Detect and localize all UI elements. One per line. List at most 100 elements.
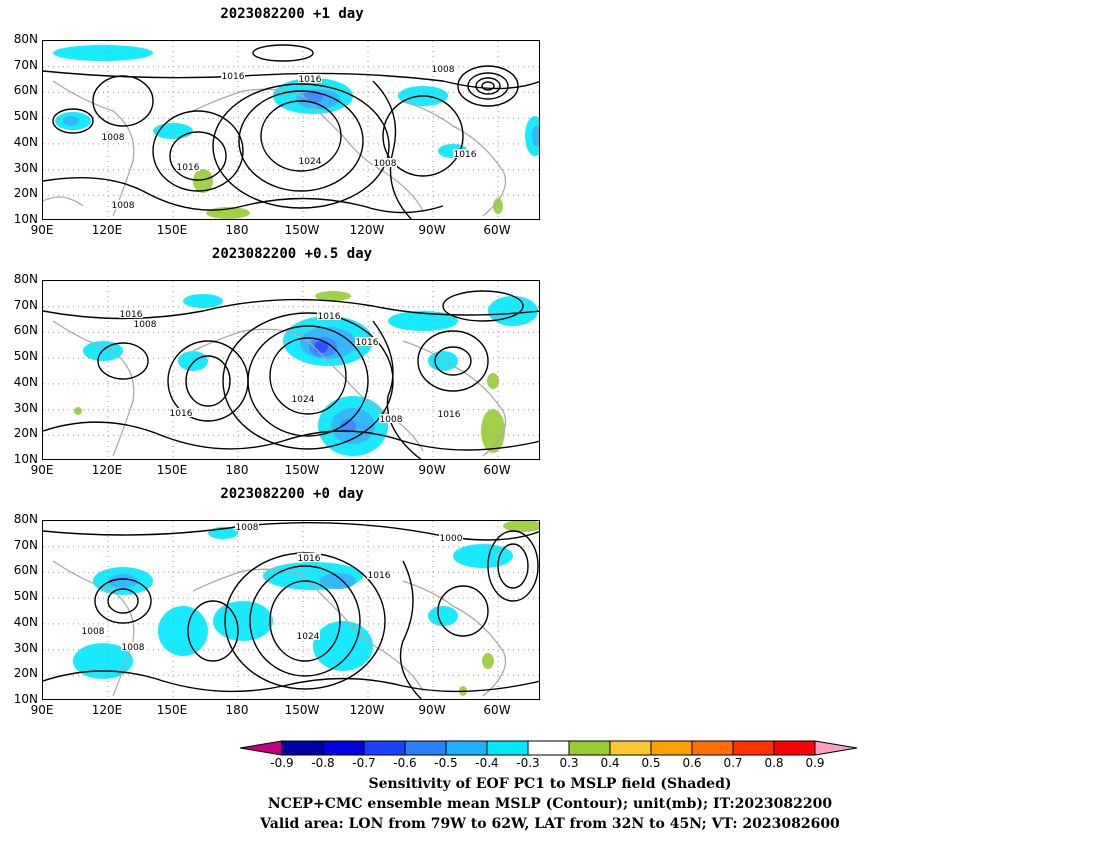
contour-label: 1016 bbox=[356, 338, 379, 348]
contour-label: 1016 bbox=[299, 75, 322, 85]
lat-tick-label: 20N bbox=[13, 186, 38, 201]
colorbar-tick-label: 0.3 bbox=[559, 756, 579, 770]
lat-tick-label: 20N bbox=[13, 426, 38, 441]
lat-tick-label: 20N bbox=[13, 666, 38, 681]
colorbar-tick-label: -0.3 bbox=[516, 756, 540, 770]
sensitivity-shading bbox=[74, 291, 538, 456]
lon-tick-label: 90E bbox=[30, 463, 54, 477]
contour-label: 1008 bbox=[374, 159, 397, 169]
map-panel-3: 1008 1000 1016 1016 1008 1008 1024 bbox=[42, 520, 540, 700]
lat-tick-label: 70N bbox=[13, 57, 38, 72]
colorbar-swatch bbox=[281, 740, 324, 756]
colorbar-swatch bbox=[568, 740, 611, 756]
colorbar-tick-label: 0.5 bbox=[641, 756, 661, 770]
contour-label: 1008 bbox=[112, 201, 135, 211]
lon-tick-label: 180 bbox=[225, 463, 249, 477]
lat-tick-label: 60N bbox=[13, 83, 38, 98]
footer-subtitle: NCEP+CMC ensemble mean MSLP (Contour); u… bbox=[267, 796, 833, 812]
lon-tick-label: 180 bbox=[225, 223, 249, 237]
colorbar-swatch bbox=[527, 740, 570, 756]
colorbar-swatch bbox=[322, 740, 365, 756]
lon-tick-label: 180 bbox=[225, 703, 249, 717]
contour-label: 1024 bbox=[297, 632, 320, 642]
map-plot-2: 1016 1008 1016 1016 1024 1016 1008 1016 bbox=[43, 281, 539, 459]
lon-tick-label: 90W bbox=[418, 703, 446, 717]
colorbar-tick-label: -0.4 bbox=[475, 756, 499, 770]
colorbar bbox=[240, 740, 858, 756]
colorbar-swatch bbox=[609, 740, 652, 756]
contour-label: 1016 bbox=[120, 310, 143, 320]
lon-tick-label: 60W bbox=[483, 463, 511, 477]
lat-tick-label: 30N bbox=[13, 640, 38, 655]
lon-tick-label: 120W bbox=[349, 703, 385, 717]
lat-tick-label: 30N bbox=[13, 400, 38, 415]
lon-tick-label: 60W bbox=[483, 703, 511, 717]
colorbar-tick-label: 0.8 bbox=[764, 756, 784, 770]
panel-2-title: 2023082200 +0.5 day bbox=[211, 246, 373, 262]
lat-tick-label: 50N bbox=[13, 589, 38, 604]
contour-label: 1016 bbox=[438, 410, 461, 420]
contour-label: 1008 bbox=[380, 415, 403, 425]
lon-tick-label: 120E bbox=[91, 463, 123, 477]
lon-tick-label: 90W bbox=[418, 463, 446, 477]
colorbar-swatch bbox=[404, 740, 447, 756]
map-plot-1: 1016 1016 1008 1008 1016 1024 1008 1016 … bbox=[43, 41, 539, 219]
contour-label: 1016 bbox=[454, 150, 477, 160]
lat-tick-label: 30N bbox=[13, 160, 38, 175]
contour-label: 1008 bbox=[102, 133, 125, 143]
colorbar-swatch bbox=[363, 740, 406, 756]
colorbar-tick-label: -0.9 bbox=[270, 756, 294, 770]
lon-tick-label: 90W bbox=[418, 223, 446, 237]
lat-tick-label: 40N bbox=[13, 374, 38, 389]
contour-label: 1024 bbox=[299, 157, 322, 167]
colorbar-tick-label: 0.7 bbox=[723, 756, 743, 770]
lon-tick-label: 90E bbox=[30, 223, 54, 237]
contour-label: 1008 bbox=[82, 627, 105, 637]
sensitivity-shading bbox=[73, 521, 539, 696]
map-panel-1: 1016 1016 1008 1008 1016 1024 1008 1016 … bbox=[42, 40, 540, 220]
contour-label: 1008 bbox=[432, 65, 455, 75]
footer-valid-area: Valid area: LON from 79W to 62W, LAT fro… bbox=[260, 816, 840, 832]
lon-tick-label: 120W bbox=[349, 223, 385, 237]
colorbar-swatch bbox=[732, 740, 775, 756]
contour-label: 1016 bbox=[170, 409, 193, 419]
colorbar-swatch bbox=[773, 740, 816, 756]
footer-title: Sensitivity of EOF PC1 to MSLP field (Sh… bbox=[368, 776, 732, 792]
colorbar-tick-label: -0.5 bbox=[434, 756, 458, 770]
contour-label: 1016 bbox=[222, 72, 245, 82]
colorbar-tick-label: -0.6 bbox=[393, 756, 417, 770]
colorbar-swatch bbox=[445, 740, 488, 756]
lon-tick-label: 150E bbox=[156, 703, 188, 717]
lon-tick-label: 150W bbox=[284, 223, 320, 237]
lat-tick-label: 10N bbox=[13, 452, 38, 466]
lon-tick-label: 150W bbox=[284, 463, 320, 477]
contour-label: 1008 bbox=[122, 643, 145, 653]
lat-tick-label: 80N bbox=[13, 512, 38, 526]
contour-label: 1008 bbox=[236, 523, 259, 533]
colorbar-tick-label: -0.8 bbox=[311, 756, 335, 770]
colorbar-tick-label: 0.4 bbox=[600, 756, 620, 770]
contour-label: 1016 bbox=[298, 554, 321, 564]
lat-tick-label: 70N bbox=[13, 537, 38, 552]
lat-tick-label: 80N bbox=[13, 272, 38, 286]
panel-3-title: 2023082200 +0 day bbox=[220, 486, 364, 502]
contour-label: 1000 bbox=[440, 534, 463, 544]
lon-tick-label: 90E bbox=[30, 703, 54, 717]
lon-tick-label: 60W bbox=[483, 223, 511, 237]
colorbar-tick-label: 0.9 bbox=[805, 756, 825, 770]
lon-tick-label: 150E bbox=[156, 223, 188, 237]
lat-tick-label: 40N bbox=[13, 614, 38, 629]
lat-tick-label: 40N bbox=[13, 134, 38, 149]
lat-tick-label: 80N bbox=[13, 32, 38, 46]
contour-label: 1016 bbox=[177, 163, 200, 173]
colorbar-swatch bbox=[650, 740, 693, 756]
lat-tick-label: 60N bbox=[13, 323, 38, 338]
colorbar-tick-label: -0.7 bbox=[352, 756, 376, 770]
contour-label: 1016 bbox=[318, 312, 341, 322]
lat-tick-label: 60N bbox=[13, 563, 38, 578]
contour-label: 1008 bbox=[134, 320, 157, 330]
map-panel-2: 1016 1008 1016 1016 1024 1016 1008 1016 bbox=[42, 280, 540, 460]
lon-tick-label: 150W bbox=[284, 703, 320, 717]
lon-tick-label: 120W bbox=[349, 463, 385, 477]
lat-tick-label: 10N bbox=[13, 692, 38, 706]
